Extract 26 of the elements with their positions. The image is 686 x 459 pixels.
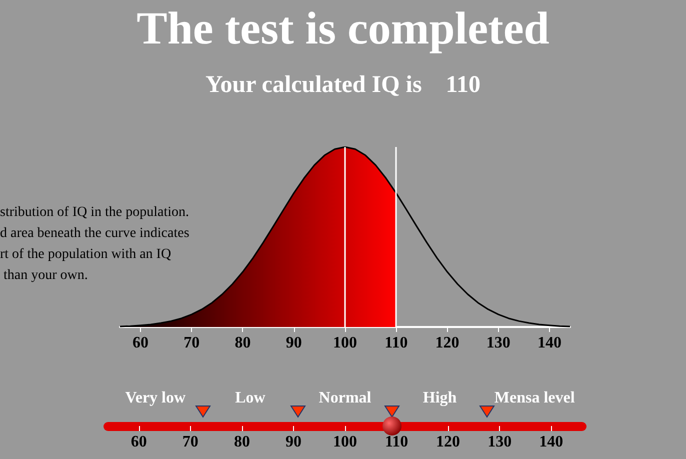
x2-tick-label: 70: [182, 434, 198, 450]
x2-tick-label: 90: [285, 434, 302, 450]
x2-tick-label: 130: [488, 434, 512, 450]
x-tick-label: 70: [184, 334, 200, 352]
x2-tick-label: 100: [333, 434, 357, 450]
x-tick-label: 140: [538, 334, 562, 352]
x-tick-label: 120: [435, 334, 460, 352]
x-tick-label: 90: [286, 334, 302, 352]
x-tick-label: 110: [384, 334, 408, 352]
x2-tick-label: 110: [384, 434, 408, 450]
text: Mensa level: [494, 390, 576, 406]
x2-tick-label: 120: [436, 434, 460, 450]
x2-tick-label: 80: [234, 434, 250, 450]
text: High: [422, 390, 457, 406]
x-tick-label: 100: [333, 334, 357, 352]
text: Low: [235, 390, 266, 406]
chart-subtitle: Your calculated IQ is 110: [206, 72, 480, 98]
x-tick-label: 130: [486, 334, 510, 352]
x-tick-label: 60: [132, 334, 148, 352]
annotation: stribution of IQ in the population. d area beneath the curve indicates rt of the population with an IQ than your own.: [0, 205, 190, 283]
chart-title: The test is completed: [136, 2, 550, 54]
text: Normal: [318, 390, 372, 406]
x2-tick-label: 60: [130, 434, 147, 450]
x-tick-label: 80: [234, 334, 251, 352]
text: Very low: [125, 390, 186, 406]
x2-tick-label: 140: [539, 434, 564, 450]
